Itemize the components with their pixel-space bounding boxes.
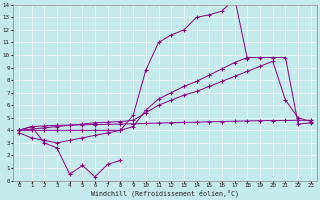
X-axis label: Windchill (Refroidissement éolien,°C): Windchill (Refroidissement éolien,°C): [91, 190, 239, 197]
